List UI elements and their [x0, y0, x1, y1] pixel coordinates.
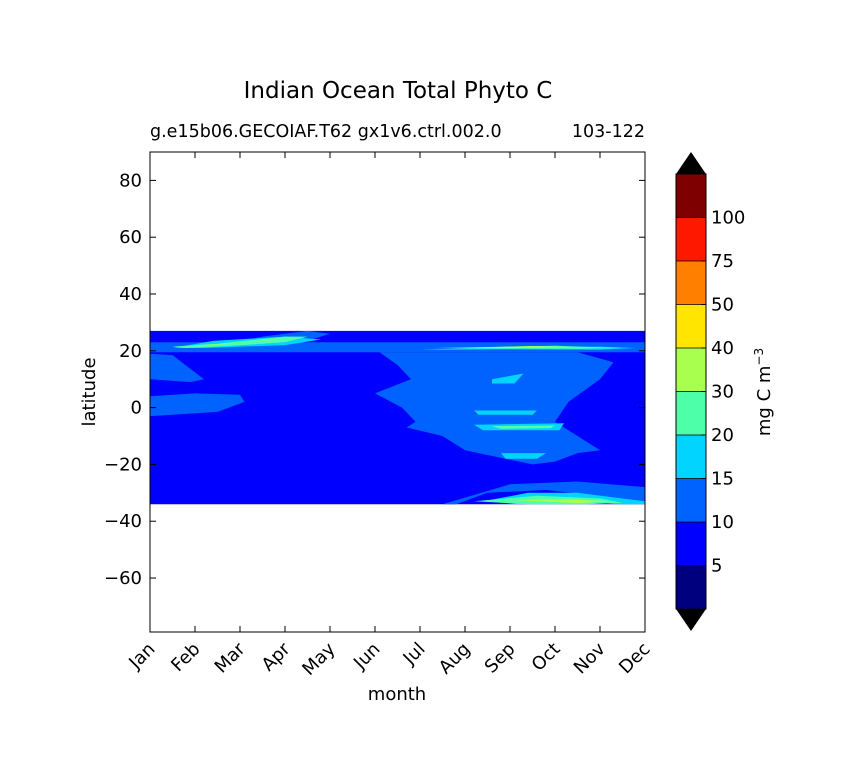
colorbar-segment	[676, 522, 706, 566]
heatmap-region-20	[510, 499, 609, 504]
heatmap-region-12	[501, 453, 546, 459]
y-tick-label: 20	[119, 341, 142, 362]
colorbar-tick-label: 10	[711, 512, 734, 533]
colorbar-segment	[676, 391, 706, 435]
x-axis-label: month	[368, 684, 426, 705]
heatmap-region-6	[442, 481, 645, 505]
plot-frame	[149, 151, 646, 633]
y-axis: 80 60 40 20 0 −20 −40 −60	[104, 170, 645, 589]
colorbar-tick-label: 20	[711, 425, 734, 446]
heatmap-region-5	[375, 352, 614, 465]
heatmap-region-2	[150, 353, 204, 383]
y-tick-label: −20	[104, 454, 142, 475]
colorbar-segment	[676, 435, 706, 479]
chart-title: Indian Ocean Total Phyto C	[244, 78, 553, 104]
colorbar-segment	[676, 565, 706, 609]
colorbar-label-exponent: −3	[752, 348, 766, 366]
colorbar-under-triangle	[676, 609, 706, 631]
colorbar-tick-label: 75	[711, 251, 734, 272]
chart-subtitle-left: g.e15b06.GECOIAF.T62 gx1v6.ctrl.002.0	[150, 122, 502, 142]
x-tick-label: Mar	[211, 638, 250, 677]
heatmap-region-3	[150, 393, 245, 417]
colorbar-label: mg C m−3	[752, 348, 775, 436]
colorbar-tick-label: 5	[711, 556, 722, 577]
colorbar-tick-label: 100	[711, 208, 745, 229]
colorbar-tick-label: 50	[711, 295, 734, 316]
x-tick-label: Feb	[167, 639, 204, 676]
x-tick-label: May	[298, 638, 339, 679]
y-tick-label: 0	[131, 398, 142, 419]
colorbar-segment	[676, 478, 706, 522]
heatmap-region-16	[492, 425, 555, 429]
y-axis-label: latitude	[79, 357, 100, 426]
heatmap-region-9	[492, 373, 524, 384]
colorbar-tick-label: 40	[711, 338, 734, 359]
y-tick-label: 40	[119, 284, 142, 305]
y-tick-label: −40	[104, 511, 142, 532]
heatmap-region-11	[474, 410, 537, 415]
x-tick-label: Dec	[615, 639, 654, 678]
colorbar: 5 10 15 20 30 40 50 75 100	[675, 152, 745, 631]
y-tick-label: 60	[119, 227, 142, 248]
x-tick-label: Apr	[258, 638, 295, 675]
colorbar-tick-label: 15	[711, 469, 734, 490]
y-tick-label: −60	[104, 568, 142, 589]
heatmap-regions	[150, 330, 645, 505]
x-tick-label: Sep	[481, 639, 520, 678]
colorbar-segment	[676, 217, 706, 261]
heatmap-region-19	[465, 346, 573, 348]
colorbar-segment	[676, 261, 706, 305]
x-tick-label: Oct	[528, 639, 565, 676]
colorbar-segment	[676, 348, 706, 392]
colorbar-segment	[676, 174, 706, 218]
colorbar-label-text: mg C m	[754, 366, 775, 437]
colorbar-tick-label: 30	[711, 382, 734, 403]
x-tick-label: Jan	[124, 639, 159, 674]
colorbar-segment	[676, 304, 706, 348]
x-tick-label: Nov	[570, 638, 610, 678]
colorbar-over-triangle	[676, 152, 706, 174]
x-tick-label: Aug	[435, 639, 475, 679]
chart-subtitle-right: 103-122	[572, 122, 645, 142]
x-tick-label: Jun	[349, 639, 384, 674]
x-tick-label: Jul	[399, 639, 430, 670]
y-tick-label: 80	[119, 170, 142, 191]
